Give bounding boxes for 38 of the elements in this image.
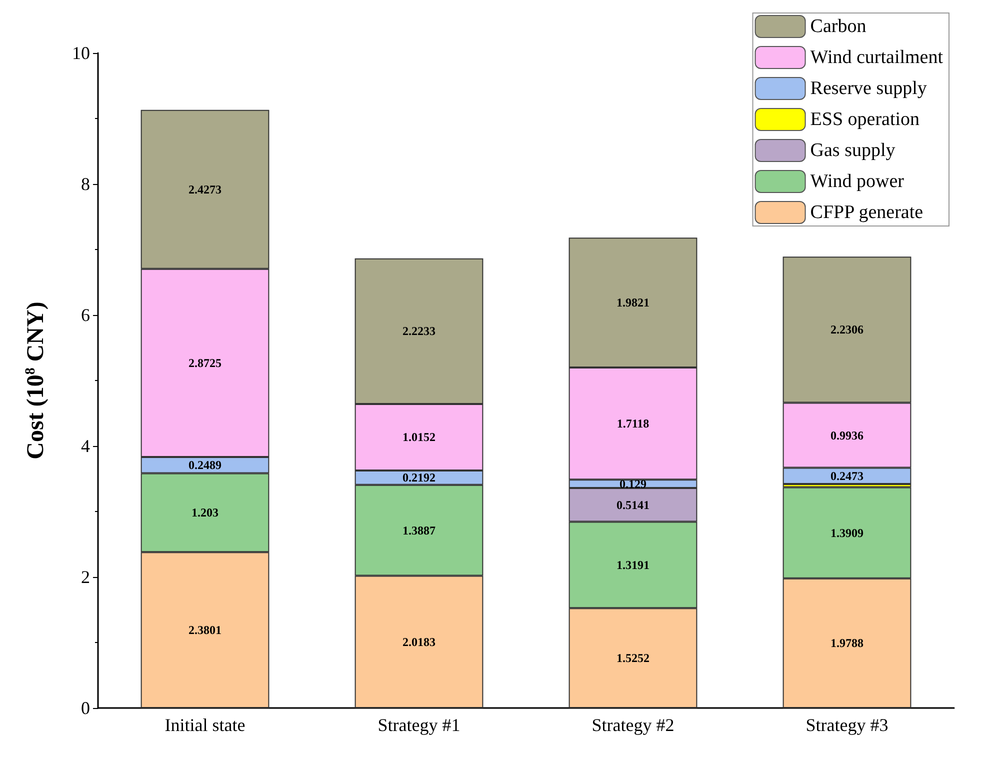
x-tick-label: Strategy #2 — [592, 715, 674, 735]
data-label: 2.2233 — [402, 324, 436, 338]
data-label: 0.9936 — [830, 428, 864, 442]
x-tick-label: Strategy #3 — [806, 715, 888, 735]
y-tick-label: 8 — [81, 174, 90, 194]
y-axis-title: Cost (108 CNY) — [23, 302, 49, 460]
y-tick-label: 0 — [81, 698, 90, 718]
data-label: 1.9788 — [830, 636, 864, 650]
y-tick-label: 6 — [81, 305, 90, 325]
data-label: 0.2192 — [402, 470, 436, 485]
legend-label: Wind power — [810, 171, 905, 192]
data-label: 0.2489 — [188, 458, 222, 472]
legend-label: Reserve supply — [810, 78, 928, 99]
legend-label: CFPP generate — [810, 202, 924, 223]
legend-label: Wind curtailment — [810, 47, 944, 68]
legend-label: Gas supply — [810, 140, 896, 161]
data-label: 1.5252 — [616, 651, 650, 666]
legend-label: Carbon — [810, 16, 867, 37]
data-label: 1.3887 — [402, 523, 436, 538]
y-tick-label: 2 — [81, 567, 90, 587]
data-label: 2.8725 — [188, 356, 222, 370]
data-label: 0.5141 — [616, 498, 650, 512]
data-label: 1.3191 — [616, 558, 650, 572]
y-tick-label: 4 — [81, 436, 90, 456]
data-label: 2.3801 — [188, 623, 222, 638]
x-tick-label: Initial state — [164, 715, 246, 735]
data-label: 1.203 — [192, 506, 218, 520]
x-tick-label: Strategy #1 — [378, 715, 460, 735]
data-label: 0.2473 — [830, 468, 864, 483]
legend-label: ESS operation — [810, 109, 920, 130]
data-label: 2.2306 — [830, 322, 864, 337]
y-tick-label: 10 — [72, 43, 90, 63]
data-label: 1.7118 — [616, 416, 650, 431]
data-label: 1.0152 — [402, 430, 436, 444]
data-label: 1.9821 — [616, 296, 650, 310]
data-label: 2.0183 — [402, 634, 436, 649]
data-label: 2.4273 — [188, 182, 222, 196]
data-label: 1.3909 — [830, 526, 864, 540]
